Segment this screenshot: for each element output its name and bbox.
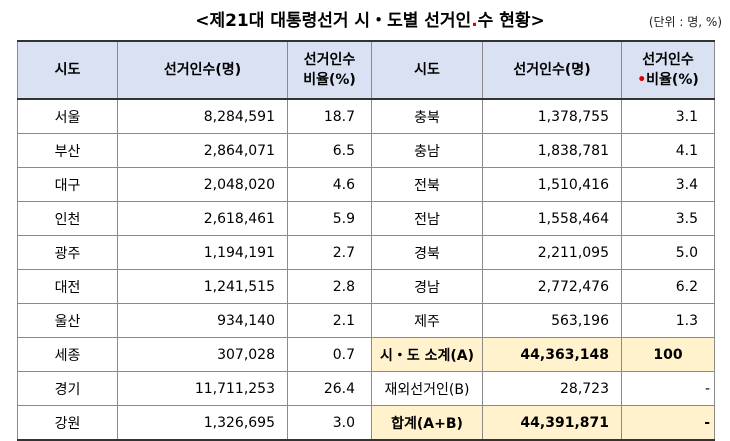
voters-cell: 1,510,416 [482,167,622,202]
ratio-cell: 3.1 [621,98,715,134]
voters-table: 시도 선거인수(명) 선거인수 비율(%) 시도 선거인수(명) 선거인수 •비율(… [17,40,715,441]
voters-cell: 2,618,461 [117,201,288,236]
header-voters-right: 선거인수(명) [482,40,622,100]
ratio-cell: 5.0 [621,235,715,270]
voters-cell: 563,196 [482,303,622,338]
subtotal-voters-cell: 44,363,148 [482,337,622,372]
voters-cell: 2,772,476 [482,269,622,304]
subtotal-ratio-cell: 100 [621,337,715,372]
region-cell: 전북 [371,167,483,202]
voters-cell: 1,241,515 [117,269,288,304]
table-row: 대구 2,048,020 4.6 전북 1,510,416 3.4 [17,167,715,202]
red-dot-mark: . [471,11,478,31]
region-cell: 부산 [17,133,118,168]
table-row: 부산 2,864,071 6.5 충남 1,838,781 4.1 [17,133,715,168]
ratio-cell: 3.5 [621,201,715,236]
region-cell: 인천 [17,201,118,236]
unit-note: (단위 : 명, %) [648,15,722,29]
voters-cell: 11,711,253 [117,371,288,406]
ratio-cell: 5.9 [287,201,372,236]
red-bullet-mark: • [637,72,647,88]
table-row: 대전 1,241,515 2.8 경남 2,772,476 6.2 [17,269,715,304]
region-cell: 경남 [371,269,483,304]
ratio-cell: 1.3 [621,303,715,338]
region-cell: 전남 [371,201,483,236]
ratio-cell: 3.0 [287,405,372,441]
region-cell: 광주 [17,235,118,270]
table-row: 울산 934,140 2.1 제주 563,196 1.3 [17,303,715,338]
voters-cell: 2,211,095 [482,235,622,270]
header-voters-left: 선거인수(명) [117,40,288,100]
overseas-ratio-cell: - [621,371,715,406]
voters-cell: 8,284,591 [117,98,288,134]
overseas-label-cell: 재외선거인(B) [371,371,483,406]
region-cell: 세종 [17,337,118,372]
total-ratio-cell: - [621,405,715,441]
voters-cell: 1,838,781 [482,133,622,168]
region-cell: 충북 [371,98,483,134]
ratio-cell: 2.1 [287,303,372,338]
ratio-cell: 4.1 [621,133,715,168]
table-row: 강원 1,326,695 3.0 합계(A+B) 44,391,871 - [17,405,715,441]
ratio-cell: 2.7 [287,235,372,270]
header-region-right: 시도 [371,40,483,100]
ratio-cell: 26.4 [287,371,372,406]
total-voters-cell: 44,391,871 [482,405,622,441]
voters-cell: 1,326,695 [117,405,288,441]
table-row: 광주 1,194,191 2.7 경북 2,211,095 5.0 [17,235,715,270]
header-region-left: 시도 [17,40,118,100]
subtotal-label-cell: 시・도 소계(A) [371,337,483,372]
table-row: 서울 8,284,591 18.7 충북 1,378,755 3.1 [17,98,715,134]
table-row: 인천 2,618,461 5.9 전남 1,558,464 3.5 [17,201,715,236]
page-title: <제21대 대통령선거 시・도별 선거인.수 현황> [195,11,545,31]
table-row: 경기 11,711,253 26.4 재외선거인(B) 28,723 - [17,371,715,406]
ratio-cell: 2.8 [287,269,372,304]
table-row: 세종 307,028 0.7 시・도 소계(A) 44,363,148 100 [17,337,715,372]
voters-cell: 307,028 [117,337,288,372]
region-cell: 충남 [371,133,483,168]
ratio-cell: 18.7 [287,98,372,134]
voters-cell: 1,194,191 [117,235,288,270]
ratio-cell: 6.2 [621,269,715,304]
region-cell: 대구 [17,167,118,202]
region-cell: 경북 [371,235,483,270]
total-label-cell: 합계(A+B) [371,405,483,441]
voters-cell: 2,864,071 [117,133,288,168]
region-cell: 경기 [17,371,118,406]
table-header-row: 시도 선거인수(명) 선거인수 비율(%) 시도 선거인수(명) 선거인수 •비율(… [17,40,715,100]
overseas-voters-cell: 28,723 [482,371,622,406]
header-ratio-left: 선거인수 비율(%) [287,40,372,100]
ratio-cell: 0.7 [287,337,372,372]
region-cell: 서울 [17,98,118,134]
ratio-cell: 6.5 [287,133,372,168]
region-cell: 울산 [17,303,118,338]
voters-cell: 934,140 [117,303,288,338]
ratio-cell: 3.4 [621,167,715,202]
header-ratio-right: 선거인수 •비율(%) [621,40,715,100]
region-cell: 강원 [17,405,118,441]
voters-cell: 1,378,755 [482,98,622,134]
voters-cell: 1,558,464 [482,201,622,236]
region-cell: 대전 [17,269,118,304]
ratio-cell: 4.6 [287,167,372,202]
voters-cell: 2,048,020 [117,167,288,202]
region-cell: 제주 [371,303,483,338]
